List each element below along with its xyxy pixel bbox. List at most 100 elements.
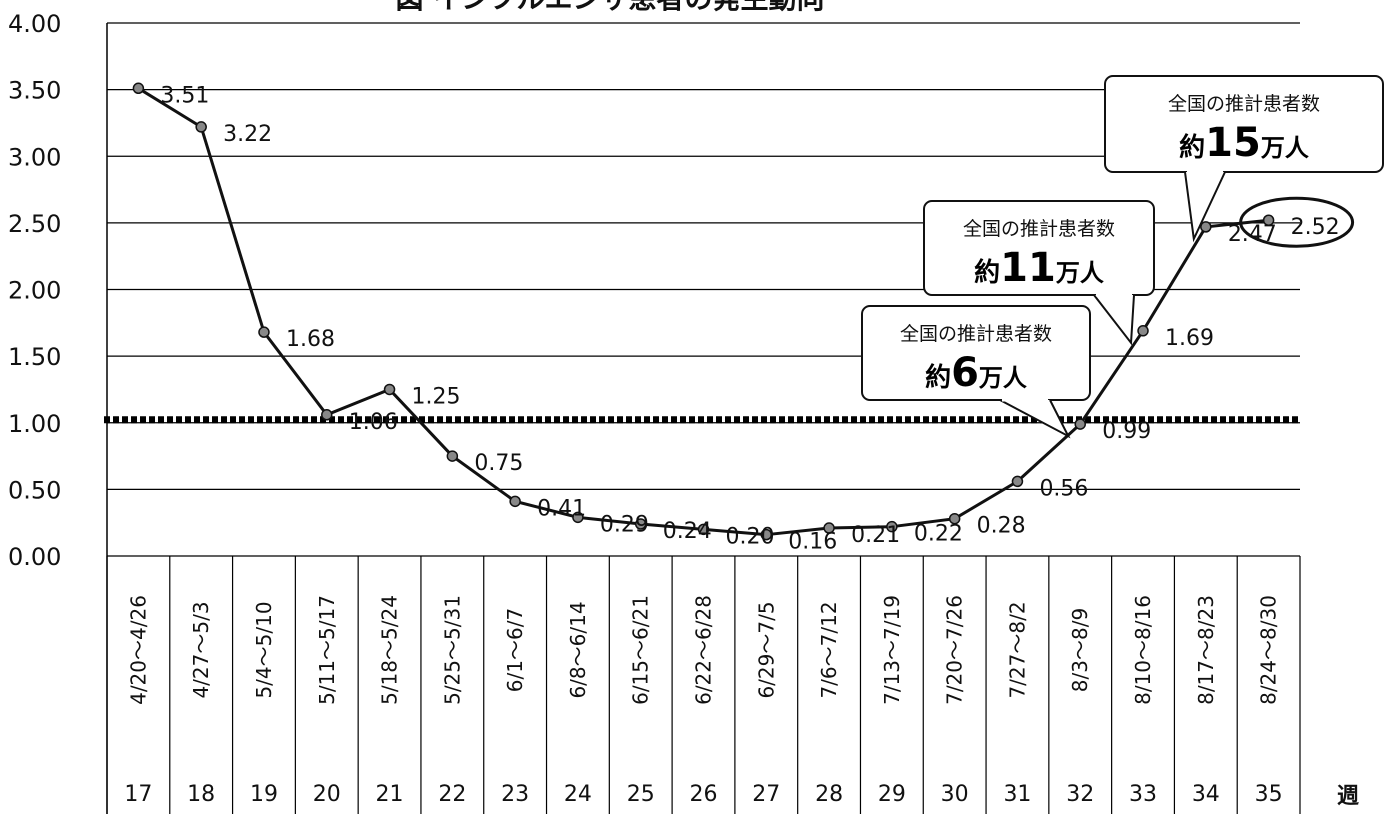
date-range-label: 5/25〜5/31 <box>440 595 464 705</box>
date-range-label: 7/6〜7/12 <box>817 601 841 698</box>
date-range-label: 5/4〜5/10 <box>252 601 276 698</box>
chart-title: 図 インフルエンザ患者の発生動向 <box>396 0 825 15</box>
callout-estimate: 約15万人 <box>1179 120 1309 166</box>
callout-box <box>1104 75 1384 173</box>
callout-pointer <box>999 399 1071 439</box>
callout-box <box>923 200 1155 296</box>
callout-caption: 全国の推計患者数 <box>1168 93 1320 115</box>
data-point <box>760 528 773 541</box>
callout-suffix: 万人 <box>979 364 1027 392</box>
y-axis-ticks: 0.00 0.50 1.00 1.50 2.00 2.50 3.00 3.50 4.00 <box>8 10 61 571</box>
callout-prefix: 約 <box>925 362 951 393</box>
week-label: 33 <box>1129 782 1157 807</box>
week-label: 32 <box>1066 782 1094 807</box>
date-range-label: 7/13〜7/19 <box>880 595 904 705</box>
week-label: 28 <box>815 782 843 807</box>
callout-pointer <box>1184 171 1226 243</box>
week-label: 35 <box>1255 782 1283 807</box>
data-point <box>1262 214 1275 226</box>
data-points <box>132 82 1275 541</box>
date-range-label: 5/18〜5/24 <box>378 595 402 705</box>
week-label: 20 <box>313 782 341 807</box>
week-label: 22 <box>438 782 466 807</box>
data-label: 0.28 <box>977 514 1026 539</box>
date-range-label: 4/27〜5/3 <box>189 601 213 698</box>
date-range-label: 6/29〜7/5 <box>754 601 778 698</box>
y-tick-label: 1.00 <box>8 410 61 438</box>
y-tick-label: 0.00 <box>8 543 61 571</box>
data-point <box>572 511 584 524</box>
date-range-label: 6/22〜6/28 <box>692 595 716 705</box>
week-label: 21 <box>376 782 404 807</box>
data-label: 0.29 <box>600 512 649 537</box>
week-label: 18 <box>187 782 215 807</box>
data-point <box>258 326 270 338</box>
data-point <box>1074 418 1086 430</box>
callout-pointer <box>1093 294 1135 346</box>
y-tick-label: 2.00 <box>8 277 61 305</box>
callout-estimate: 約6万人 <box>925 350 1027 396</box>
week-label: 23 <box>501 782 529 807</box>
callout-caption: 全国の推計患者数 <box>900 323 1052 345</box>
y-tick-label: 4.00 <box>8 10 61 38</box>
data-label: 0.75 <box>474 451 523 476</box>
date-range-label: 6/8〜6/14 <box>566 601 590 698</box>
date-range-label: 8/3〜8/9 <box>1068 608 1092 692</box>
week-label: 26 <box>690 782 718 807</box>
data-label: 3.22 <box>223 122 272 147</box>
callout-suffix: 万人 <box>1056 259 1104 287</box>
week-label: 17 <box>124 782 152 807</box>
data-point <box>1011 475 1024 488</box>
callout-prefix: 約 <box>1179 132 1205 163</box>
week-label: 31 <box>1003 782 1031 807</box>
data-label: 1.68 <box>286 327 335 352</box>
highlight-ellipse <box>1239 196 1355 248</box>
date-range-label: 5/11〜5/17 <box>315 595 339 705</box>
callout-number: 6 <box>951 350 979 396</box>
data-label: 0.16 <box>788 530 837 555</box>
callout-prefix: 約 <box>974 257 1000 288</box>
data-label: 0.99 <box>1102 419 1151 444</box>
x-unit-label: 週 <box>1337 784 1359 809</box>
x-axis-table: 4/20〜4/26 4/27〜5/3 5/4〜5/10 5/11〜5/17 5/18〜5… <box>106 556 1359 814</box>
week-label: 19 <box>250 782 278 807</box>
callout-estimate: 約11万人 <box>974 245 1104 291</box>
y-tick-label: 3.00 <box>8 143 61 171</box>
date-range-label: 7/20〜7/26 <box>943 595 967 705</box>
data-label: 0.41 <box>537 496 586 521</box>
data-point <box>886 520 898 533</box>
week-label: 29 <box>878 782 906 807</box>
callout-box <box>861 305 1091 401</box>
date-range-label: 8/17〜8/23 <box>1194 595 1218 705</box>
data-label: 2.52 <box>1291 215 1340 240</box>
data-point <box>1137 325 1149 337</box>
date-range-label: 6/1〜6/7 <box>503 608 527 692</box>
data-point <box>321 409 333 421</box>
data-label: 0.20 <box>726 524 775 549</box>
data-label: 0.22 <box>914 522 963 547</box>
data-label: 1.25 <box>412 384 461 409</box>
week-label: 27 <box>752 782 780 807</box>
data-label: 3.51 <box>160 83 209 108</box>
date-range-label: 6/15〜6/21 <box>629 595 653 705</box>
data-point <box>697 523 710 536</box>
data-point <box>446 450 459 462</box>
data-point <box>948 512 961 525</box>
data-point <box>383 383 396 396</box>
week-label: 30 <box>941 782 969 807</box>
callout-suffix: 万人 <box>1261 134 1309 162</box>
data-label: 0.21 <box>851 523 900 548</box>
date-range-label: 7/27〜8/2 <box>1005 601 1029 698</box>
data-label: 1.06 <box>349 410 398 435</box>
data-point <box>195 121 207 133</box>
data-label: 0.56 <box>1039 476 1088 501</box>
y-tick-label: 3.50 <box>8 77 61 105</box>
data-labels: 3.51 3.22 1.68 1.06 1.25 0.75 0.41 0.29 0.24 0.20… <box>160 83 1339 554</box>
series-line <box>137 87 1269 537</box>
week-label: 24 <box>564 782 592 807</box>
callout-number: 11 <box>1000 245 1056 291</box>
